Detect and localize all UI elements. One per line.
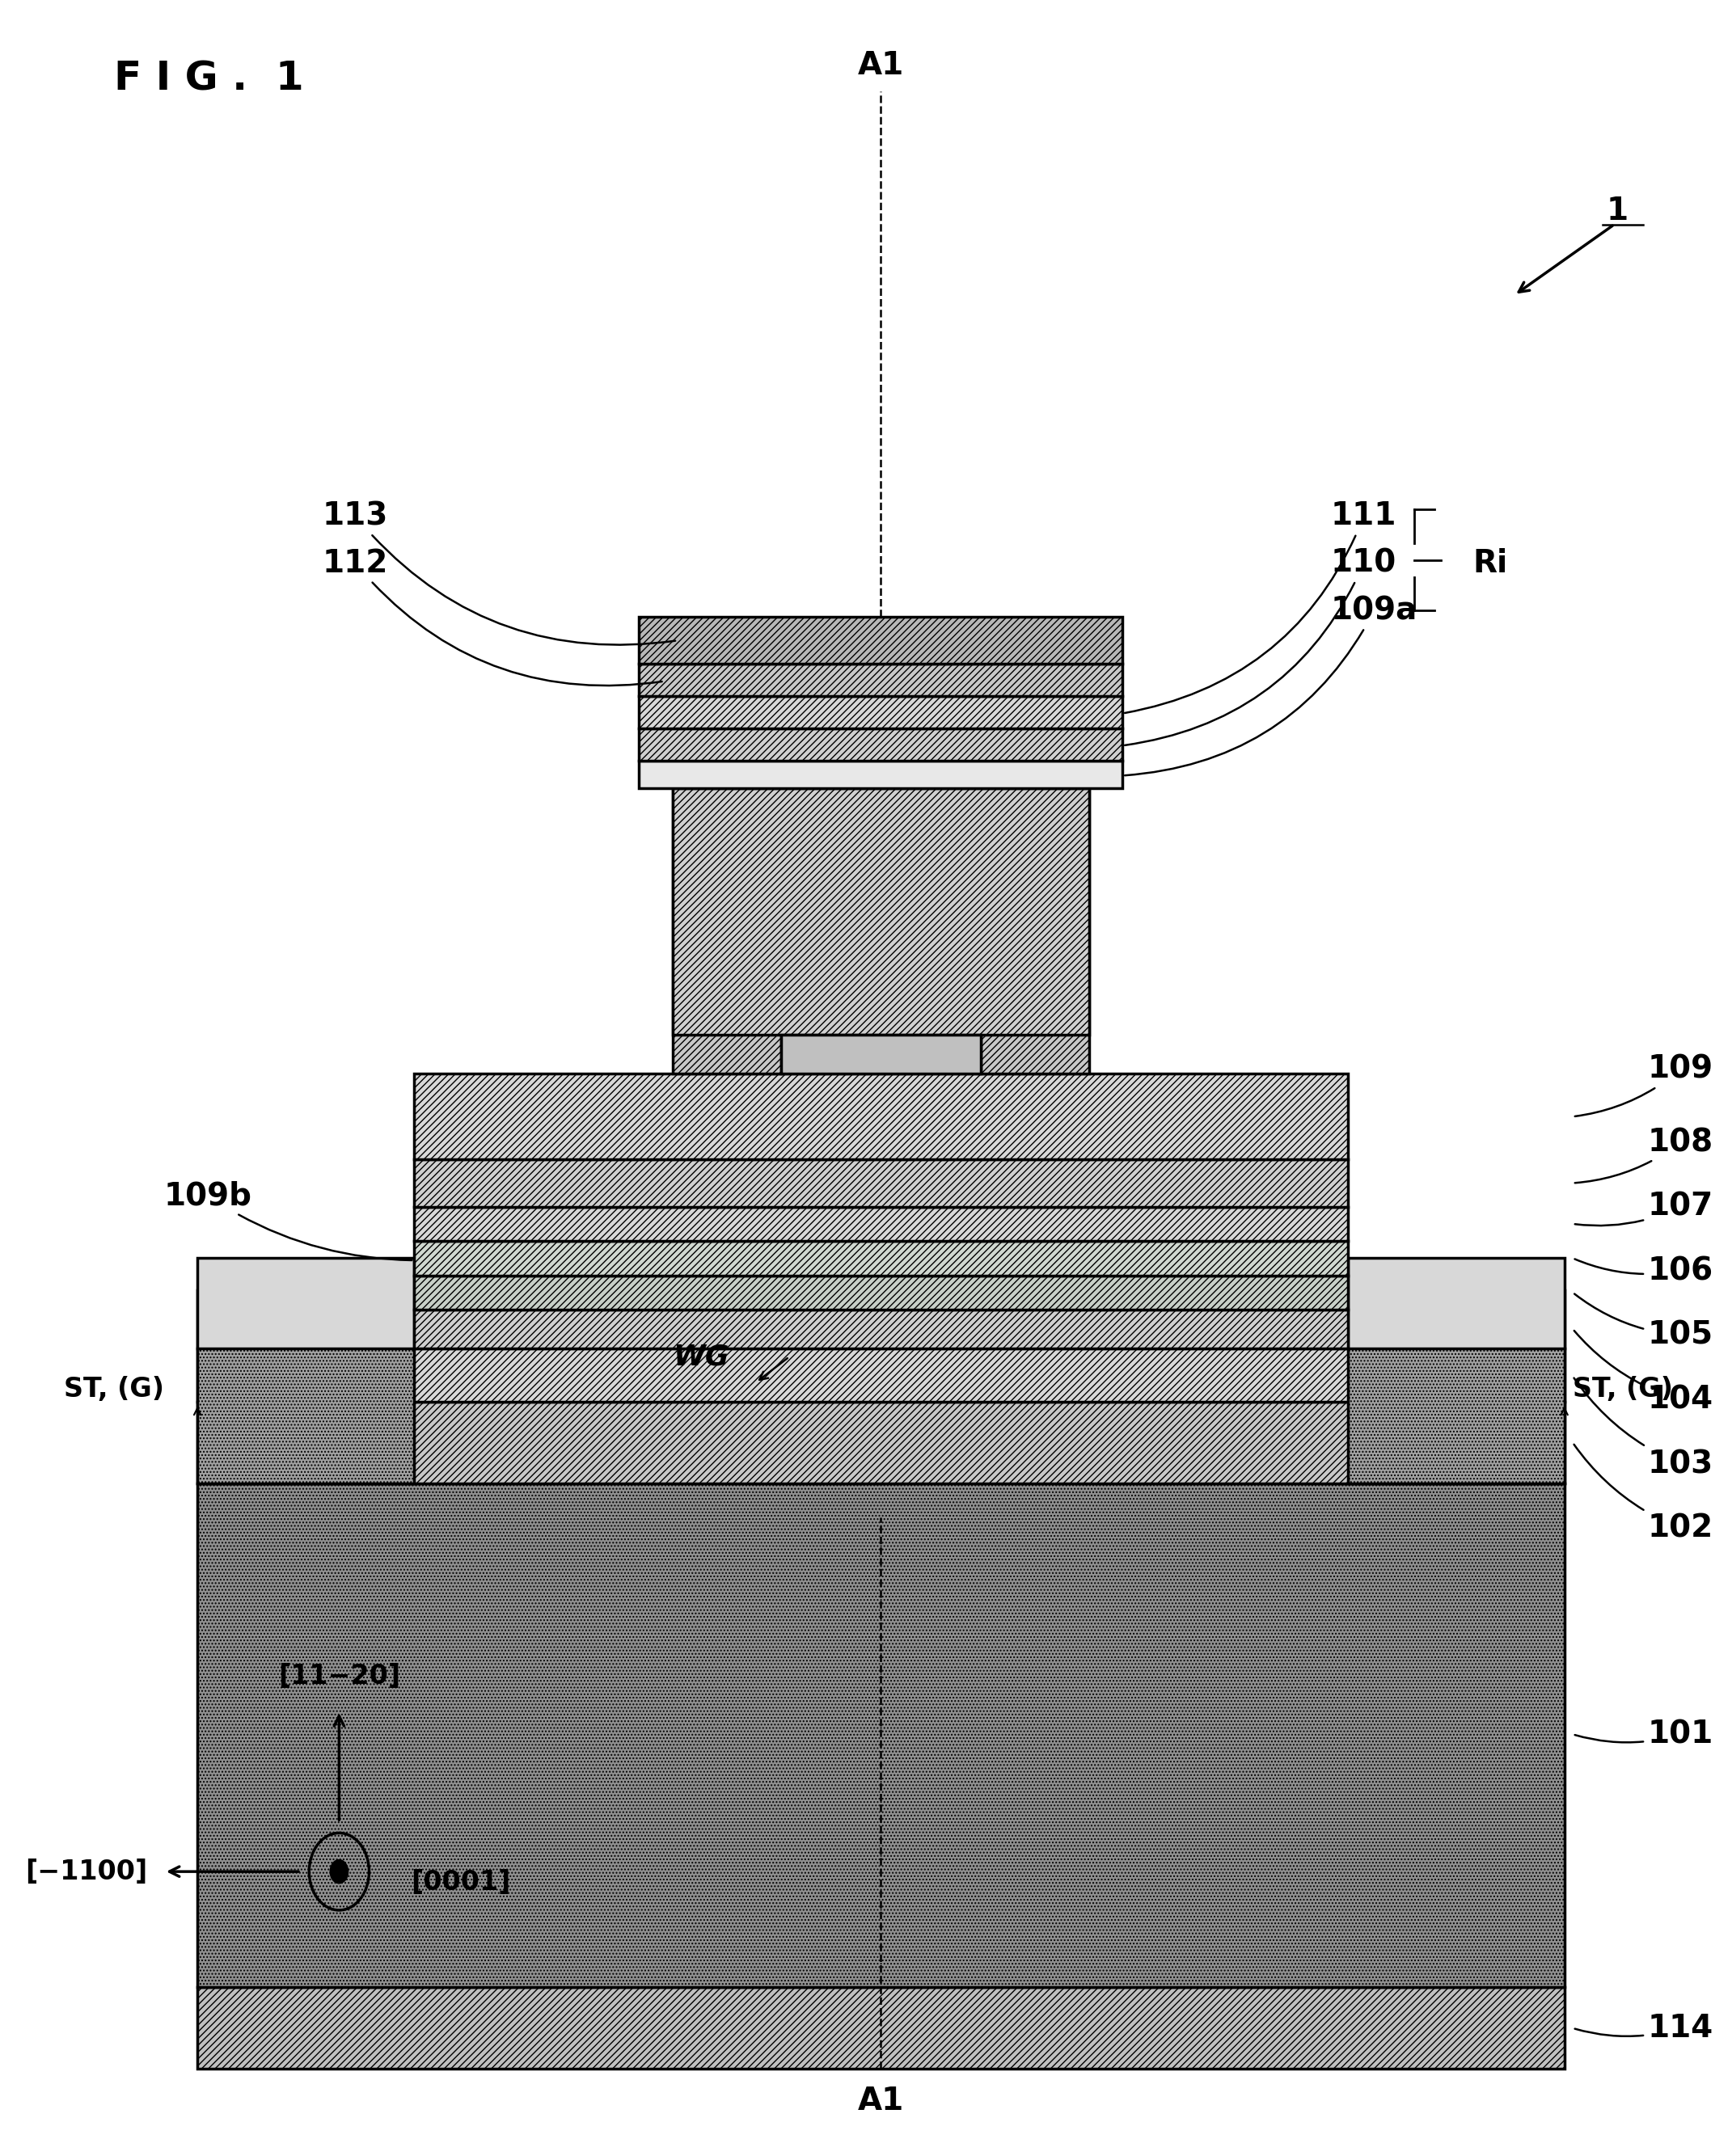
Text: [11−20]: [11−20]: [279, 1662, 400, 1690]
Text: [0001]: [0001]: [410, 1869, 511, 1895]
Text: 108: 108: [1574, 1128, 1713, 1184]
Text: 111: 111: [1124, 500, 1396, 714]
Text: WG: WG: [672, 1343, 729, 1371]
Text: 109: 109: [1574, 1054, 1713, 1117]
Bar: [197, 1483, 1564, 1988]
Bar: [414, 1276, 1347, 1309]
Text: ST, (G): ST, (G): [1573, 1376, 1673, 1401]
Bar: [197, 1259, 414, 1348]
Bar: [197, 1988, 1564, 2070]
Text: A1: A1: [857, 2087, 904, 2117]
Text: 109a: 109a: [1124, 595, 1419, 776]
Bar: [639, 761, 1122, 789]
Text: 110: 110: [1124, 548, 1396, 746]
Bar: [414, 1242, 1347, 1276]
Text: 107: 107: [1574, 1192, 1713, 1225]
Text: 103: 103: [1574, 1378, 1713, 1479]
Bar: [672, 789, 1089, 1035]
Bar: [639, 729, 1122, 761]
Bar: [639, 696, 1122, 729]
Text: 102: 102: [1574, 1445, 1713, 1544]
Text: 112: 112: [322, 548, 662, 686]
Bar: [781, 1035, 980, 1074]
Bar: [980, 791, 1089, 1074]
Text: 113: 113: [322, 500, 675, 645]
Bar: [414, 1207, 1347, 1242]
Text: 104: 104: [1574, 1330, 1713, 1414]
Bar: [414, 1160, 1347, 1207]
Text: F I G .  1: F I G . 1: [114, 58, 303, 97]
Bar: [414, 1074, 1347, 1160]
Bar: [639, 617, 1122, 664]
Text: 1: 1: [1606, 196, 1628, 226]
Text: 114: 114: [1574, 2014, 1713, 2044]
Text: 105: 105: [1574, 1294, 1713, 1350]
Text: 109b: 109b: [165, 1181, 412, 1261]
Bar: [1347, 1289, 1564, 1483]
Bar: [197, 1401, 1564, 1483]
Text: 106: 106: [1574, 1255, 1713, 1287]
Circle shape: [329, 1858, 348, 1884]
Bar: [639, 664, 1122, 696]
Bar: [672, 791, 781, 1074]
Text: [−1100]: [−1100]: [24, 1858, 147, 1884]
Text: 101: 101: [1574, 1718, 1713, 1751]
Bar: [1347, 1259, 1564, 1348]
Text: A1: A1: [857, 50, 904, 80]
Bar: [197, 1289, 414, 1483]
Bar: [197, 1348, 1564, 1401]
Bar: [414, 1309, 1347, 1348]
Text: ST, (G): ST, (G): [64, 1376, 165, 1401]
Text: Ri: Ri: [1472, 548, 1507, 578]
